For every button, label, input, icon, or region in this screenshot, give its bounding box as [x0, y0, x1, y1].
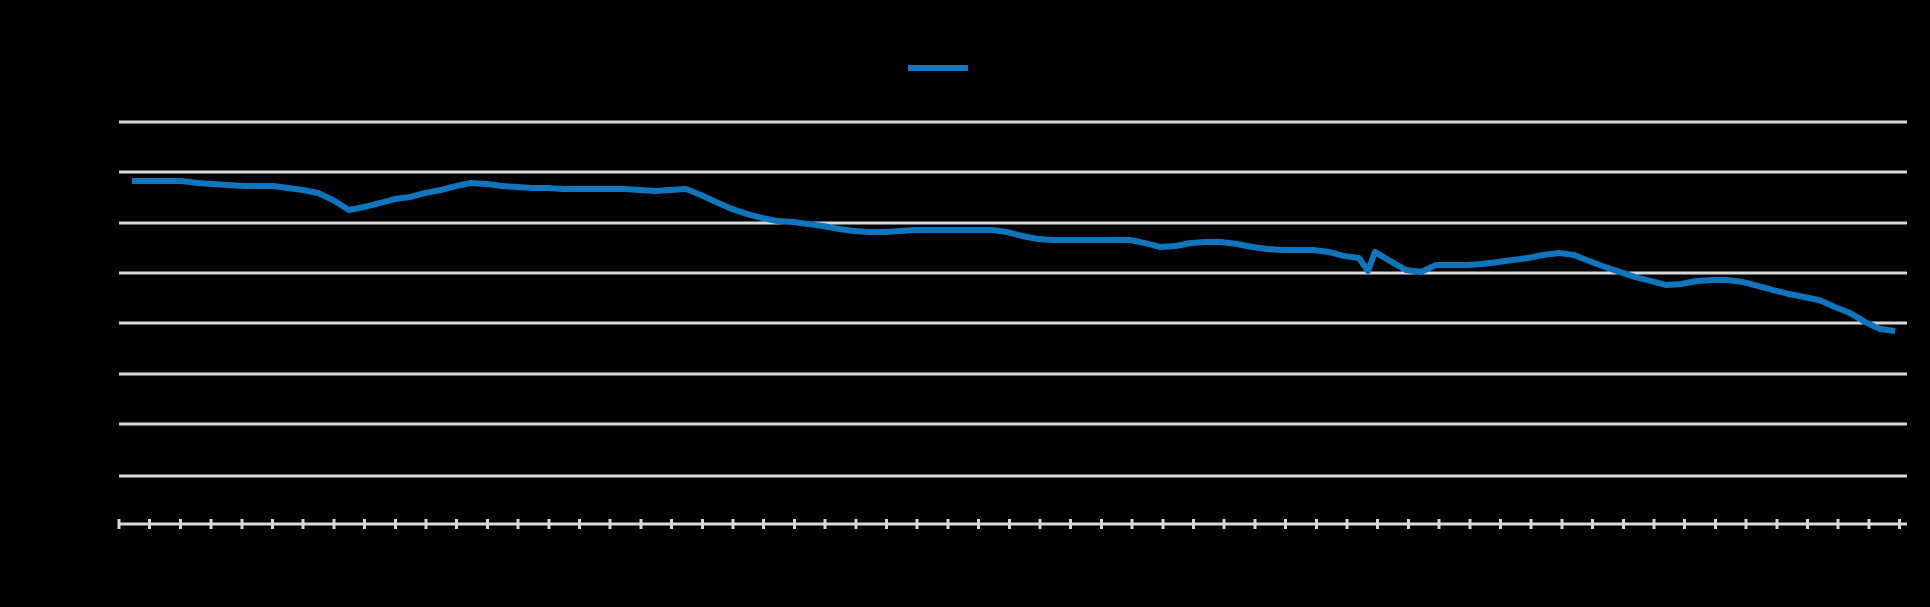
series-line-1 [132, 178, 1896, 334]
x-axis [117, 519, 1907, 529]
plot-area [132, 178, 1896, 334]
chart-legend[interactable]: Series 1 [908, 60, 1033, 77]
gridlines [119, 120, 1907, 478]
legend-label-series-1: Series 1 [978, 60, 1033, 77]
